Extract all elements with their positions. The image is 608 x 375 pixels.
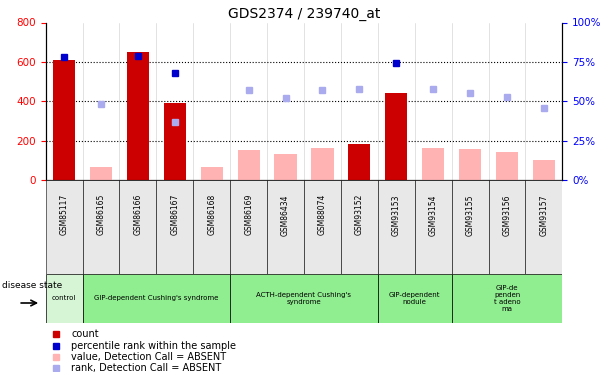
Bar	[274, 154, 297, 180]
Text: GIP-dependent
nodule: GIP-dependent nodule	[389, 292, 440, 304]
Text: GSM86169: GSM86169	[244, 194, 253, 236]
FancyBboxPatch shape	[230, 274, 378, 322]
Bar	[533, 160, 555, 180]
Text: GSM86166: GSM86166	[133, 194, 142, 236]
Text: percentile rank within the sample: percentile rank within the sample	[72, 340, 237, 351]
FancyBboxPatch shape	[83, 274, 230, 322]
FancyBboxPatch shape	[46, 274, 83, 322]
Text: disease state: disease state	[2, 281, 63, 290]
Text: GSM88074: GSM88074	[318, 194, 327, 236]
Bar	[496, 152, 518, 180]
Text: value, Detection Call = ABSENT: value, Detection Call = ABSENT	[72, 352, 227, 362]
FancyBboxPatch shape	[46, 180, 83, 274]
Text: control: control	[52, 295, 76, 301]
Text: GSM86168: GSM86168	[207, 194, 216, 236]
Bar	[348, 144, 370, 180]
FancyBboxPatch shape	[304, 180, 341, 274]
Bar	[53, 60, 75, 180]
FancyBboxPatch shape	[378, 180, 415, 274]
FancyBboxPatch shape	[119, 180, 156, 274]
FancyBboxPatch shape	[525, 180, 562, 274]
Text: GSM85117: GSM85117	[60, 194, 69, 236]
Bar	[459, 150, 481, 180]
Title: GDS2374 / 239740_at: GDS2374 / 239740_at	[228, 8, 380, 21]
Text: GSM93152: GSM93152	[355, 194, 364, 236]
Bar	[422, 147, 444, 180]
Text: ACTH-dependent Cushing's
syndrome: ACTH-dependent Cushing's syndrome	[257, 292, 351, 304]
FancyBboxPatch shape	[230, 180, 267, 274]
Text: rank, Detection Call = ABSENT: rank, Detection Call = ABSENT	[72, 363, 222, 373]
Bar	[385, 93, 407, 180]
FancyBboxPatch shape	[378, 274, 452, 322]
Bar	[90, 167, 112, 180]
Text: GSM93153: GSM93153	[392, 194, 401, 236]
Text: GSM93155: GSM93155	[466, 194, 475, 236]
Bar	[311, 147, 334, 180]
FancyBboxPatch shape	[341, 180, 378, 274]
FancyBboxPatch shape	[489, 180, 525, 274]
FancyBboxPatch shape	[83, 180, 119, 274]
FancyBboxPatch shape	[452, 180, 489, 274]
Text: GIP-de
penden
t adeno
ma: GIP-de penden t adeno ma	[494, 285, 520, 312]
FancyBboxPatch shape	[193, 180, 230, 274]
Text: GSM93154: GSM93154	[429, 194, 438, 236]
Bar	[238, 150, 260, 180]
Text: GSM86165: GSM86165	[97, 194, 105, 236]
Text: GSM93157: GSM93157	[539, 194, 548, 236]
Text: count: count	[72, 329, 99, 339]
Text: GIP-dependent Cushing's syndrome: GIP-dependent Cushing's syndrome	[94, 295, 218, 301]
Bar	[164, 103, 186, 180]
Bar	[127, 52, 149, 180]
Text: GSM86167: GSM86167	[170, 194, 179, 236]
FancyBboxPatch shape	[267, 180, 304, 274]
Bar	[201, 167, 223, 180]
FancyBboxPatch shape	[156, 180, 193, 274]
Text: GSM86434: GSM86434	[281, 194, 290, 236]
FancyBboxPatch shape	[415, 180, 452, 274]
FancyBboxPatch shape	[452, 274, 562, 322]
Text: GSM93156: GSM93156	[503, 194, 511, 236]
